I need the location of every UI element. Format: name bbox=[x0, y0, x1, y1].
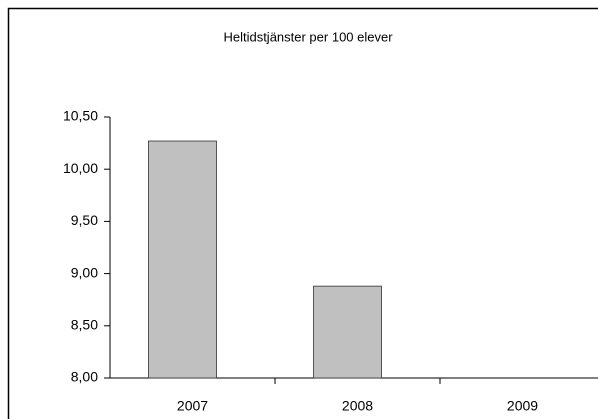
y-tick-label: 8,00 bbox=[71, 369, 98, 385]
bar bbox=[148, 140, 217, 379]
y-tick-label: 8,50 bbox=[71, 317, 98, 333]
y-tick-label: 10,00 bbox=[63, 160, 98, 176]
x-tick-label: 2009 bbox=[507, 398, 538, 414]
x-tick-label: 2007 bbox=[177, 398, 208, 414]
y-tick-label: 9,50 bbox=[71, 212, 98, 228]
chart-border bbox=[7, 7, 598, 419]
y-tick-label: 9,00 bbox=[71, 264, 98, 280]
bar bbox=[313, 285, 382, 379]
chart-title: Heltidstjänster per 100 elever bbox=[223, 29, 393, 44]
x-tick-label: 2008 bbox=[342, 398, 373, 414]
y-tick-label: 10,50 bbox=[63, 108, 98, 124]
